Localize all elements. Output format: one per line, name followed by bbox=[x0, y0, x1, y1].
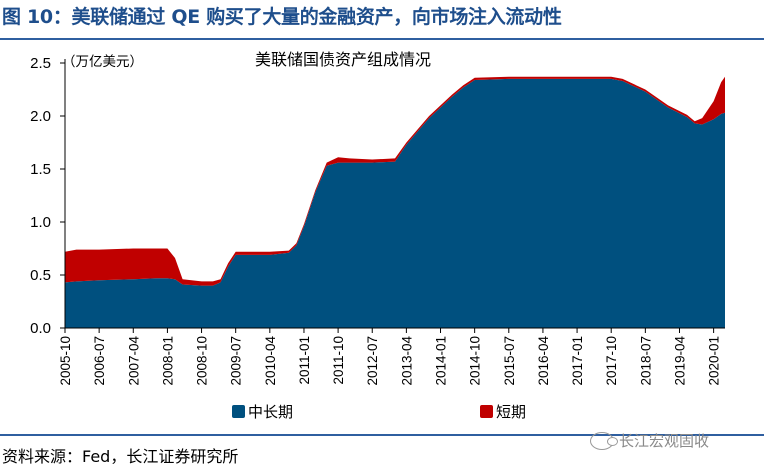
watermark-text: 长江宏观固收 bbox=[619, 432, 710, 450]
x-tick-label: 2020-01 bbox=[707, 336, 722, 386]
x-tick-label: 2019-04 bbox=[672, 336, 687, 386]
top-divider bbox=[0, 38, 764, 40]
watermark: 长江宏观固收 bbox=[590, 430, 709, 451]
legend-label-long-term: 中长期 bbox=[248, 403, 293, 421]
axes: 0.0 0.5 1.0 1.5 2.0 2.5 2005-10 2006-07 2007-04 2… bbox=[30, 55, 725, 386]
series-area-long-term bbox=[65, 78, 725, 329]
asset-composition-chart: 0.0 0.5 1.0 1.5 2.0 2.5 2005-10 2006-07 2007-04 2… bbox=[30, 50, 725, 421]
x-tick-label: 2005-10 bbox=[58, 336, 73, 386]
x-tick-label: 2012-07 bbox=[365, 336, 380, 386]
x-tick-label: 2014-01 bbox=[434, 336, 449, 386]
y-tick-label: 0.5 bbox=[30, 267, 51, 284]
x-tick-label: 2013-04 bbox=[399, 336, 414, 386]
legend-swatch-long-term bbox=[232, 405, 245, 418]
x-tick-label: 2017-01 bbox=[570, 336, 585, 386]
y-tick-label: 0.0 bbox=[30, 320, 51, 337]
x-tick-label: 2010-04 bbox=[263, 336, 278, 386]
y-tick-label: 1.0 bbox=[30, 214, 51, 231]
chart-title: 美联储国债资产组成情况 bbox=[255, 50, 431, 69]
y-tick-label: 2.0 bbox=[30, 108, 51, 125]
x-tick-label: 2014-10 bbox=[468, 336, 483, 386]
wechat-icon bbox=[590, 431, 618, 450]
source-note: 资料来源：Fed，长江证券研究所 bbox=[2, 447, 239, 466]
series-area-short-term bbox=[65, 76, 725, 286]
x-tick-label: 2008-10 bbox=[195, 336, 210, 386]
x-tick-label: 2011-01 bbox=[297, 336, 312, 385]
x-tick-label: 2016-04 bbox=[536, 336, 551, 386]
y-tick-label: 1.5 bbox=[30, 161, 51, 178]
legend-swatch-short-term bbox=[480, 405, 493, 418]
x-tick-label: 2006-07 bbox=[92, 336, 107, 386]
x-tick-label: 2007-04 bbox=[126, 336, 141, 386]
y-unit-label: （万亿美元） bbox=[62, 54, 143, 70]
legend: 中长期 短期 bbox=[232, 403, 526, 421]
x-tick-label: 2015-07 bbox=[502, 336, 517, 386]
x-tick-label: 2008-01 bbox=[160, 336, 175, 386]
plot-area bbox=[65, 76, 725, 329]
x-tick-label: 2017-10 bbox=[604, 336, 619, 386]
x-tick-label: 2009-07 bbox=[229, 336, 244, 386]
bottom-divider bbox=[0, 434, 764, 436]
y-tick-label: 2.5 bbox=[30, 55, 51, 72]
legend-label-short-term: 短期 bbox=[496, 403, 526, 421]
x-tick-label: 2011-10 bbox=[331, 336, 346, 385]
x-tick-label: 2018-07 bbox=[638, 336, 653, 386]
figure-title: 图 10：美联储通过 QE 购买了大量的金融资产，向市场注入流动性 bbox=[2, 6, 562, 28]
